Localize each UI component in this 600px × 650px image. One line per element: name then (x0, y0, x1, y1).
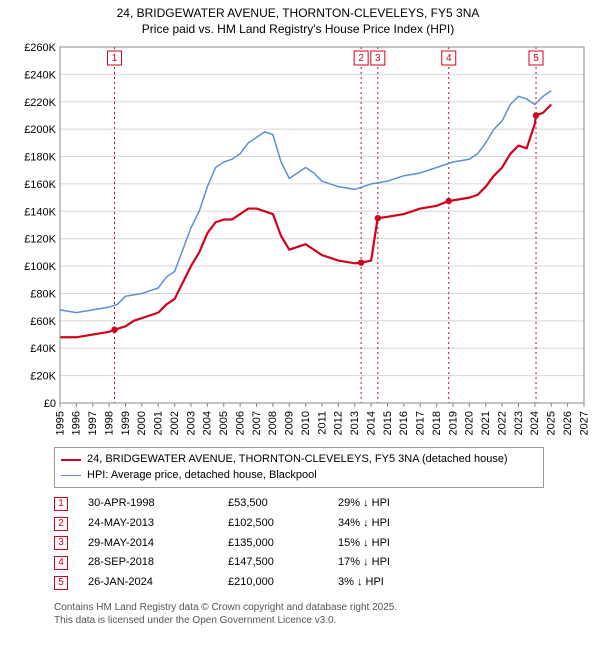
svg-text:2015: 2015 (382, 411, 394, 435)
svg-text:3: 3 (375, 53, 381, 64)
event-price: £210,000 (228, 573, 318, 593)
svg-text:4: 4 (446, 53, 452, 64)
event-price: £147,500 (228, 553, 318, 573)
event-date: 28-SEP-2018 (88, 553, 208, 573)
svg-text:2020: 2020 (464, 411, 476, 435)
event-date: 24-MAY-2013 (88, 514, 208, 534)
svg-text:2003: 2003 (185, 411, 197, 435)
svg-text:£80K: £80K (30, 289, 56, 301)
svg-text:2023: 2023 (513, 411, 525, 435)
svg-text:£20K: £20K (30, 371, 56, 383)
svg-text:2017: 2017 (415, 411, 427, 435)
event-row: 4 28-SEP-2018 £147,500 17% ↓ HPI (54, 553, 544, 573)
event-delta: 3% ↓ HPI (338, 573, 448, 593)
svg-text:1999: 1999 (120, 411, 132, 435)
svg-text:2021: 2021 (480, 411, 492, 435)
event-price: £53,500 (228, 494, 318, 514)
legend-row: HPI: Average price, detached house, Blac… (61, 468, 537, 483)
event-row: 2 24-MAY-2013 £102,500 34% ↓ HPI (54, 514, 544, 534)
svg-text:2008: 2008 (267, 411, 279, 435)
svg-text:2004: 2004 (202, 411, 214, 435)
svg-text:1: 1 (112, 53, 118, 64)
svg-text:2022: 2022 (496, 411, 508, 435)
footer: Contains HM Land Registry data © Crown c… (54, 601, 590, 627)
svg-text:£260K: £260K (24, 42, 56, 54)
event-price: £135,000 (228, 534, 318, 554)
event-marker: 3 (54, 536, 68, 550)
svg-text:2026: 2026 (562, 411, 574, 435)
svg-text:£140K: £140K (24, 206, 56, 218)
event-delta: 29% ↓ HPI (338, 494, 448, 514)
svg-text:2: 2 (358, 53, 364, 64)
svg-text:1997: 1997 (87, 411, 99, 435)
title-line2: Price paid vs. HM Land Registry's House … (6, 22, 590, 38)
svg-text:£60K: £60K (30, 316, 56, 328)
svg-text:2002: 2002 (169, 411, 181, 435)
svg-text:£100K: £100K (24, 261, 56, 273)
svg-text:2005: 2005 (218, 411, 230, 435)
legend-swatch (61, 475, 81, 476)
svg-text:2025: 2025 (546, 411, 558, 435)
svg-text:1998: 1998 (103, 411, 115, 435)
svg-text:5: 5 (533, 53, 539, 64)
svg-text:2027: 2027 (578, 411, 590, 435)
legend-label: HPI: Average price, detached house, Blac… (87, 468, 317, 483)
event-price: £102,500 (228, 514, 318, 534)
event-marker: 5 (54, 576, 68, 590)
legend: 24, BRIDGEWATER AVENUE, THORNTON-CLEVELE… (54, 447, 544, 488)
footer-line2: This data is licensed under the Open Gov… (54, 614, 590, 627)
event-delta: 34% ↓ HPI (338, 514, 448, 534)
chart: £0 £20K £40K £60K £80K £100K £120K £140K £160K £1… (16, 41, 590, 441)
title-line1: 24, BRIDGEWATER AVENUE, THORNTON-CLEVELE… (6, 6, 590, 22)
event-row: 5 26-JAN-2024 £210,000 3% ↓ HPI (54, 573, 544, 593)
event-marker: 4 (54, 556, 68, 570)
svg-text:2000: 2000 (136, 411, 148, 435)
svg-text:£240K: £240K (24, 70, 56, 82)
svg-text:2018: 2018 (431, 411, 443, 435)
svg-text:2019: 2019 (447, 411, 459, 435)
svg-text:2014: 2014 (365, 411, 377, 435)
event-marker: 1 (54, 497, 68, 511)
chart-title: 24, BRIDGEWATER AVENUE, THORNTON-CLEVELE… (6, 6, 590, 37)
event-delta: 15% ↓ HPI (338, 534, 448, 554)
svg-text:2010: 2010 (300, 411, 312, 435)
footer-line1: Contains HM Land Registry data © Crown c… (54, 601, 590, 614)
svg-text:2009: 2009 (284, 411, 296, 435)
event-row: 1 30-APR-1998 £53,500 29% ↓ HPI (54, 494, 544, 514)
svg-text:£220K: £220K (24, 97, 56, 109)
legend-row: 24, BRIDGEWATER AVENUE, THORNTON-CLEVELE… (61, 452, 537, 467)
svg-text:2013: 2013 (349, 411, 361, 435)
svg-text:£160K: £160K (24, 179, 56, 191)
svg-text:2012: 2012 (333, 411, 345, 435)
svg-text:2011: 2011 (316, 411, 328, 435)
svg-text:2001: 2001 (153, 411, 165, 435)
svg-text:£120K: £120K (24, 234, 56, 246)
chart-svg: £0 £20K £40K £60K £80K £100K £120K £140K £160K £1… (16, 41, 590, 441)
event-table: 1 30-APR-1998 £53,500 29% ↓ HPI 2 24-MAY-2013… (54, 494, 544, 593)
svg-text:1996: 1996 (71, 411, 83, 435)
svg-text:£180K: £180K (24, 152, 56, 164)
svg-text:2006: 2006 (234, 411, 246, 435)
svg-text:2016: 2016 (398, 411, 410, 435)
svg-text:1995: 1995 (54, 411, 66, 435)
event-delta: 17% ↓ HPI (338, 553, 448, 573)
svg-text:£0: £0 (44, 398, 56, 410)
svg-text:£200K: £200K (24, 124, 56, 136)
legend-label: 24, BRIDGEWATER AVENUE, THORNTON-CLEVELE… (87, 452, 508, 467)
event-marker: 2 (54, 517, 68, 531)
svg-text:2024: 2024 (529, 411, 541, 435)
legend-swatch (61, 459, 81, 461)
event-date: 29-MAY-2014 (88, 534, 208, 554)
event-date: 26-JAN-2024 (88, 573, 208, 593)
event-date: 30-APR-1998 (88, 494, 208, 514)
svg-text:£40K: £40K (30, 343, 56, 355)
svg-text:2007: 2007 (251, 411, 263, 435)
event-row: 3 29-MAY-2014 £135,000 15% ↓ HPI (54, 534, 544, 554)
